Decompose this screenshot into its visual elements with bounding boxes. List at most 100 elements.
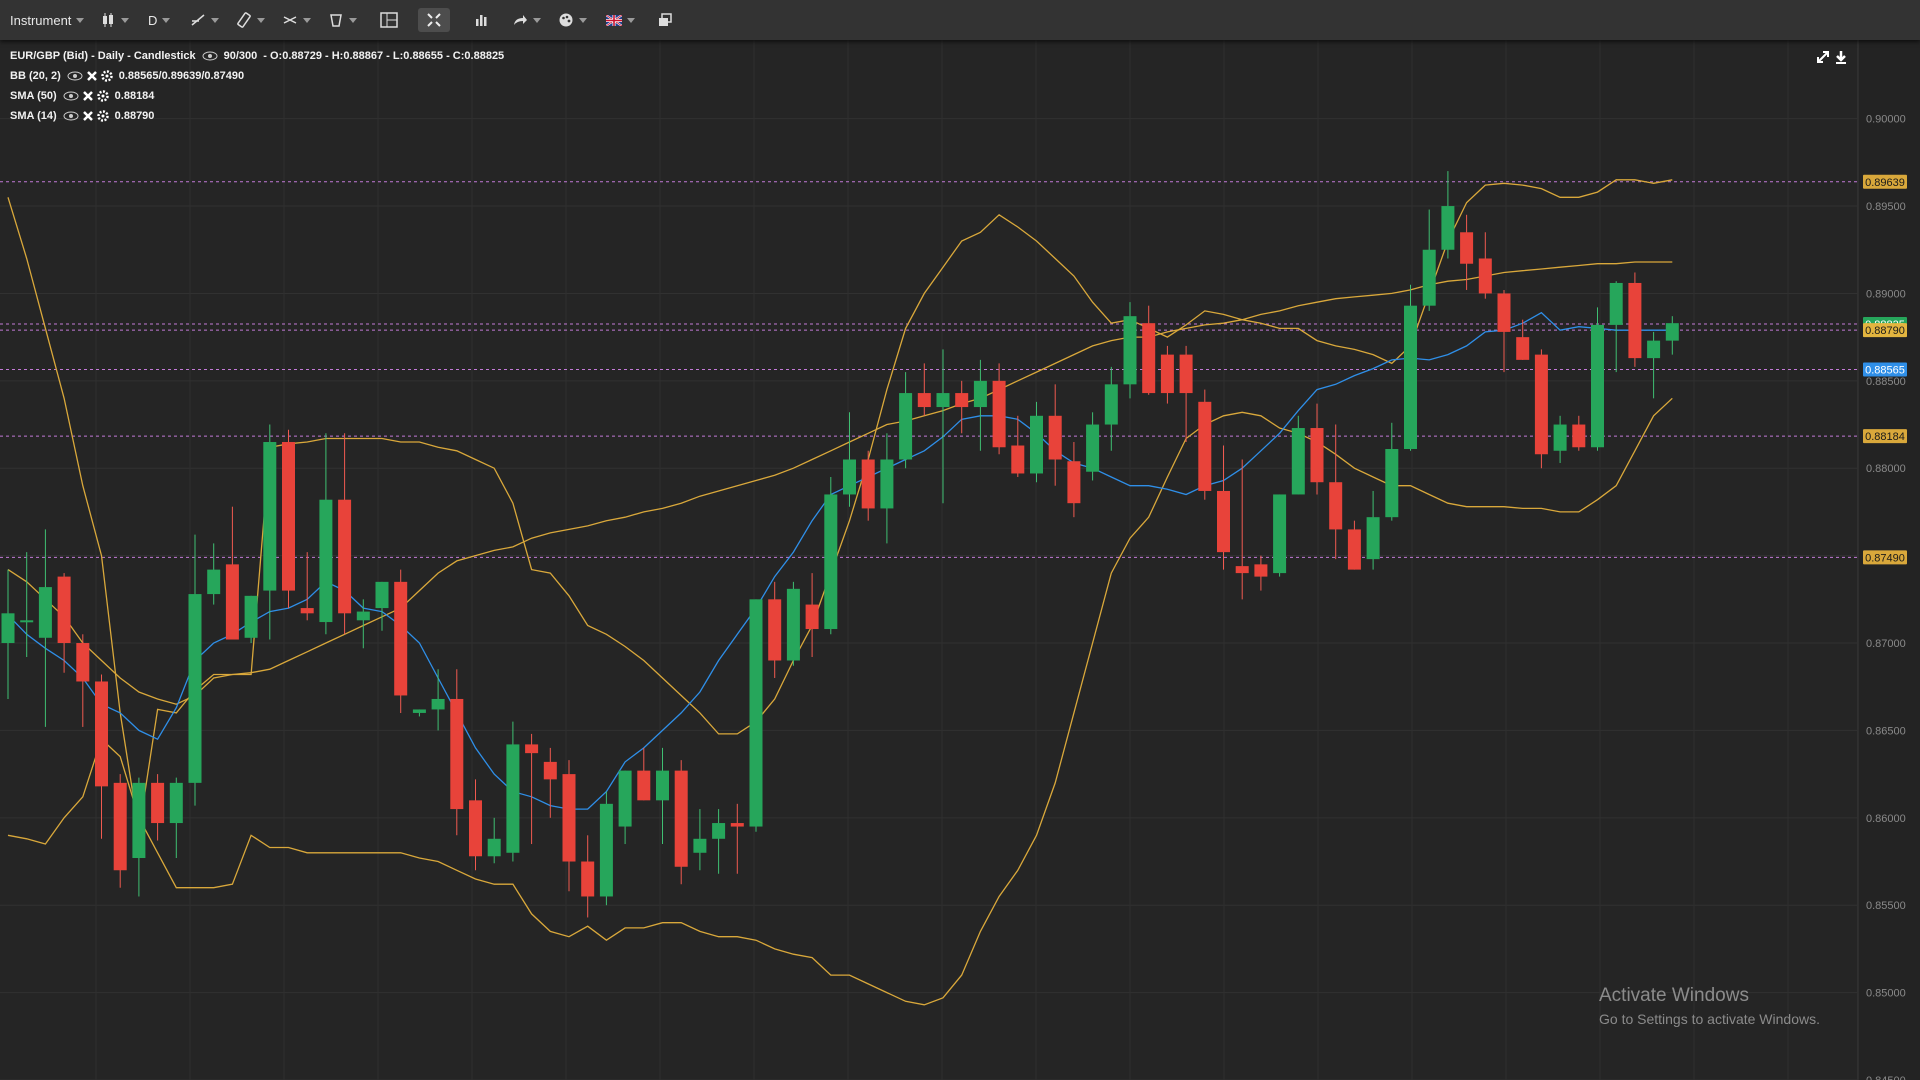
candle-bull <box>599 803 613 897</box>
candle-bull <box>1665 323 1679 341</box>
watermark-title: Activate Windows <box>1599 985 1749 1006</box>
legend-ohlc: - O:0.88729 - H:0.88867 - L:0.88655 - C:… <box>263 50 505 62</box>
candle-bear <box>469 800 482 857</box>
theme-dropdown[interactable] <box>558 8 587 32</box>
detach-window-icon <box>659 13 672 26</box>
price-tag-box <box>1863 362 1907 377</box>
candle-bull <box>38 587 52 638</box>
price-axis-tick-label: 0.89500 <box>1866 201 1906 213</box>
candle-bull <box>1366 517 1380 560</box>
candle-bull <box>244 595 258 638</box>
period-dropdown[interactable]: D <box>148 8 171 32</box>
eye-icon[interactable] <box>63 91 79 101</box>
bucket-icon <box>330 14 342 27</box>
detach-window-button[interactable] <box>657 8 673 32</box>
chart-type-dropdown[interactable] <box>100 8 129 32</box>
candle-bull <box>1591 324 1604 448</box>
indicators-button[interactable] <box>474 8 490 32</box>
chart-area[interactable]: 0.84500 0.85000 0.85500 0.86000 0.86500 0.870… <box>0 40 1920 1080</box>
candle-bear <box>581 861 595 897</box>
candle-bear <box>1142 323 1156 394</box>
candle-bear <box>1460 232 1474 264</box>
candle-bull <box>188 594 202 783</box>
chevron-down-icon <box>627 17 635 23</box>
candle-bull <box>749 599 763 827</box>
eye-icon[interactable] <box>67 71 83 81</box>
candle-bull <box>936 393 950 408</box>
chevron-down-icon <box>533 17 541 23</box>
price-axis-tick-label: 0.89000 <box>1866 288 1906 300</box>
candle-bear <box>525 744 539 754</box>
fullscreen-button[interactable] <box>418 8 450 32</box>
candle-bull <box>1647 340 1661 359</box>
instrument-dropdown[interactable]: Instrument <box>10 8 85 32</box>
candles <box>1 171 1679 918</box>
close-icon[interactable] <box>82 110 94 122</box>
candle-bear <box>1254 564 1268 577</box>
candle-bull <box>880 459 894 509</box>
expand-icon[interactable] <box>1816 50 1830 64</box>
candlestick-chart[interactable]: 0.84500 0.85000 0.85500 0.86000 0.86500 0.870… <box>0 40 1920 1080</box>
language-dropdown[interactable] <box>606 8 635 32</box>
candle-bull <box>824 494 838 630</box>
indicator-value: 0.88184 <box>114 90 155 102</box>
indicator-value: 0.88790 <box>114 110 155 122</box>
candle-bear <box>1347 529 1361 570</box>
chevron-down-icon <box>303 17 311 23</box>
price-axis-tick-label: 0.90000 <box>1866 114 1906 126</box>
candle-bear <box>1217 490 1230 553</box>
close-icon[interactable] <box>82 90 94 102</box>
candle-bull <box>375 581 389 609</box>
candle-bull <box>1404 305 1417 450</box>
drawing-line-icon <box>191 14 205 26</box>
layout-button[interactable] <box>380 8 398 32</box>
candle-bull <box>843 459 856 495</box>
gear-icon[interactable] <box>96 90 109 102</box>
candle-bull <box>1030 415 1043 474</box>
price-axis-tick-label: 0.86500 <box>1866 725 1906 737</box>
candle-bull <box>169 782 183 824</box>
candle-bear <box>1628 282 1642 359</box>
price-tag-label: 0.88565 <box>1865 364 1905 376</box>
price-axis-tick-label: 0.88500 <box>1866 376 1906 388</box>
chevron-down-icon <box>579 17 587 23</box>
language-flag-icon <box>606 14 622 26</box>
eye-icon[interactable] <box>63 111 79 121</box>
candlestick-type-icon <box>103 13 113 27</box>
chevron-down-icon <box>121 17 129 23</box>
candle-bull <box>1609 282 1623 325</box>
close-icon[interactable] <box>86 70 98 82</box>
price-tag-box <box>1863 429 1907 444</box>
compare-dropdown[interactable] <box>282 8 311 32</box>
candle-bull <box>1273 494 1287 574</box>
measure-dropdown[interactable] <box>236 8 265 32</box>
price-tag-box <box>1863 323 1907 338</box>
candle-bear <box>1067 461 1081 504</box>
clear-dropdown[interactable] <box>328 8 357 32</box>
price-tag-label: 0.88184 <box>1865 431 1905 443</box>
candle-bear <box>1160 354 1174 394</box>
candle-bear <box>1011 445 1025 474</box>
gear-icon[interactable] <box>96 110 109 122</box>
eye-icon[interactable] <box>202 51 218 61</box>
watermark-subtitle: Go to Settings to activate Windows. <box>1599 1011 1820 1027</box>
gear-icon[interactable] <box>101 70 113 82</box>
candle-bear <box>1235 566 1249 574</box>
indicator-value: 0.88565/0.89639/0.87490 <box>118 70 245 82</box>
chevron-down-icon <box>257 17 265 23</box>
candle-bull <box>263 442 277 591</box>
drawing-tools-dropdown[interactable] <box>190 8 219 32</box>
download-icon[interactable] <box>1834 50 1848 64</box>
candle-bear <box>1179 354 1193 394</box>
bollinger-mid-line <box>7 311 1673 810</box>
price-axis-tick-label: 0.85500 <box>1866 900 1906 912</box>
chart-corner-tools <box>1816 50 1848 64</box>
layout-icon <box>380 12 398 28</box>
candle-bull <box>356 611 370 621</box>
candle-bull <box>412 709 426 713</box>
price-axis-tick-label: 0.87000 <box>1866 638 1906 650</box>
price-tag-label: 0.89639 <box>1865 177 1905 189</box>
candle-bear <box>113 782 127 871</box>
share-dropdown[interactable] <box>512 8 541 32</box>
price-axis-tick-label: 0.88000 <box>1866 463 1906 475</box>
